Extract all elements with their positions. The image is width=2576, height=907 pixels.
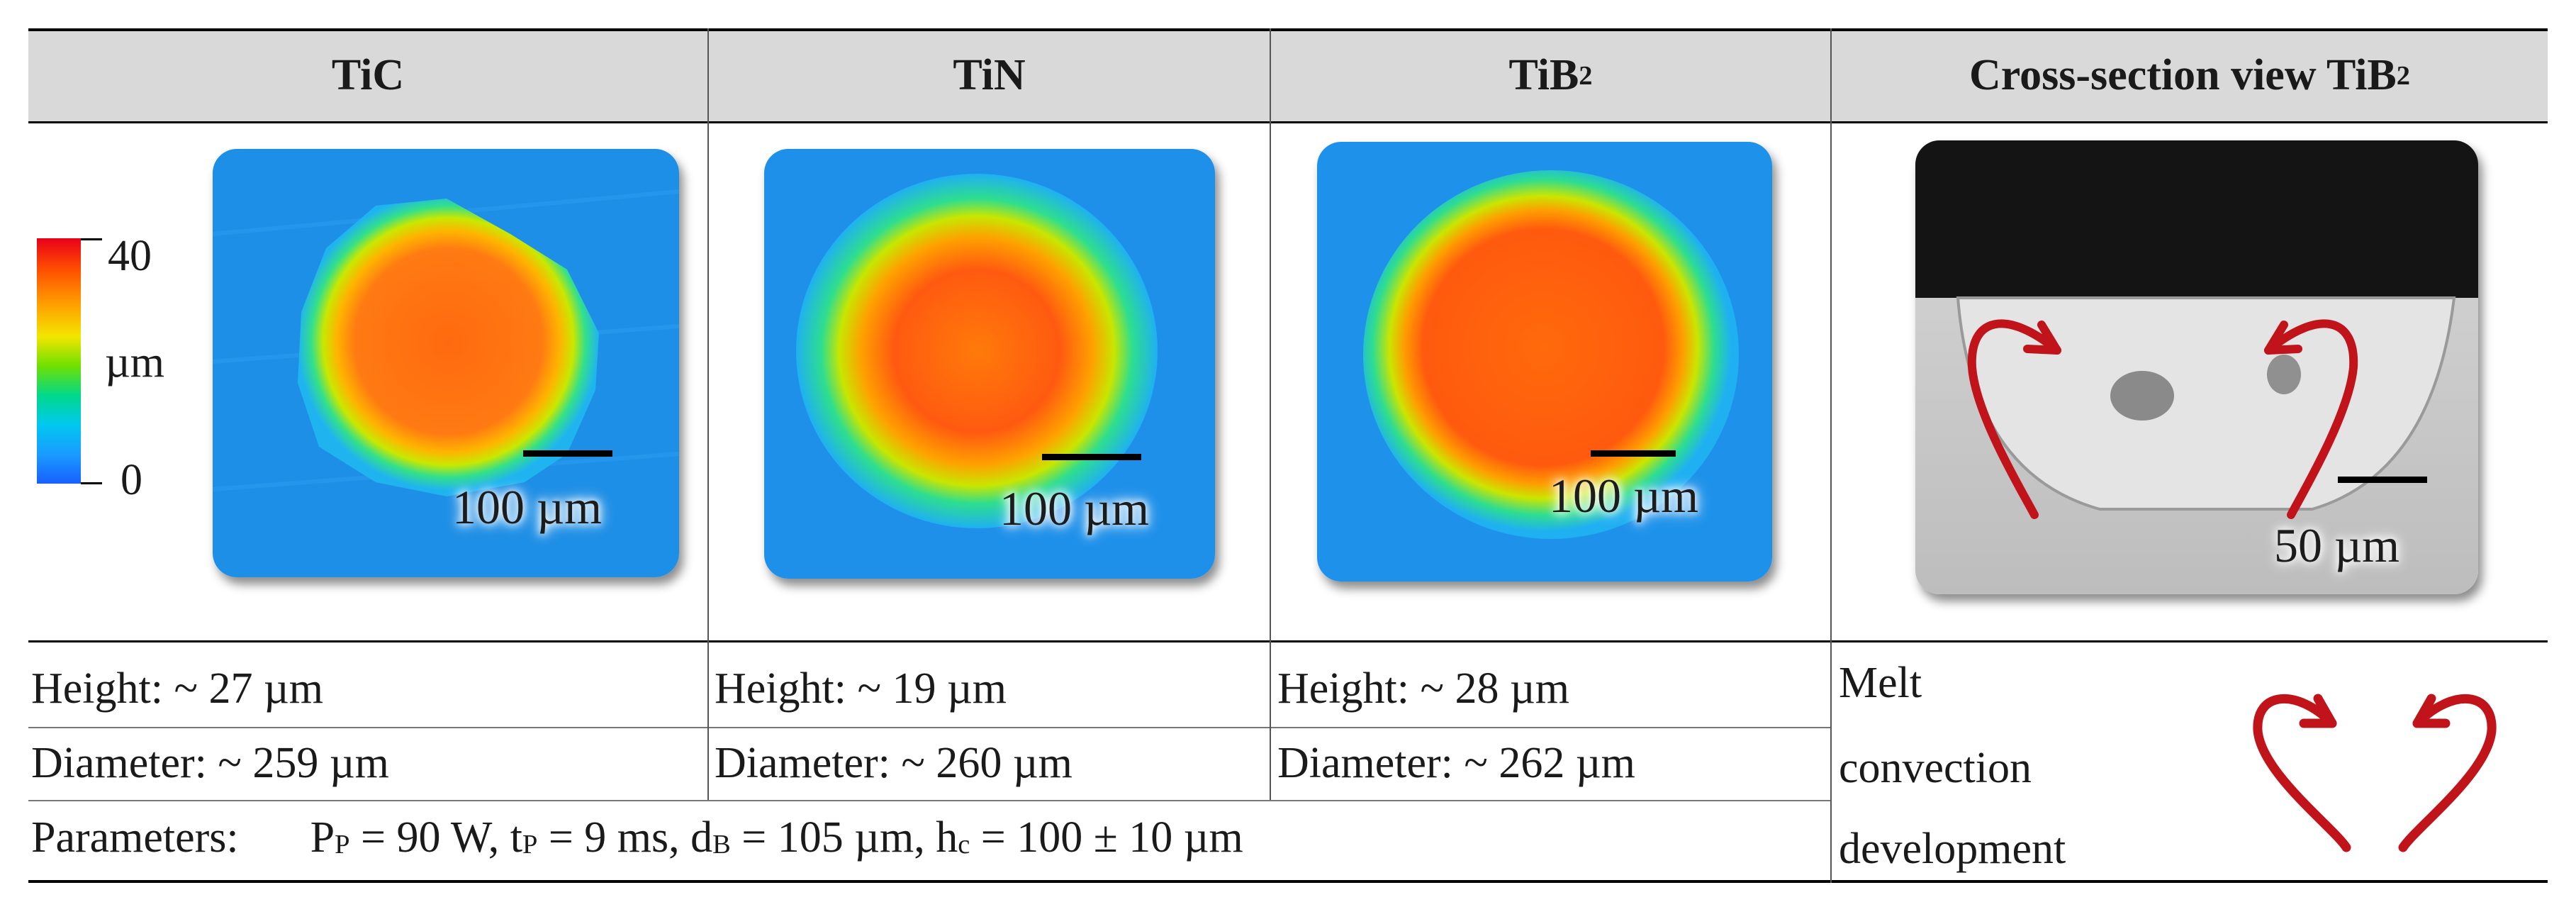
colorbar-min-label: 0 bbox=[121, 456, 142, 504]
param-pp-subscript: P bbox=[335, 829, 350, 859]
header-tin-text: TiN bbox=[953, 51, 1026, 99]
colorbar-tick-bottom bbox=[81, 482, 102, 484]
header-tib2-text: TiB bbox=[1508, 51, 1579, 99]
cross-section-scale-label: 50 µm bbox=[2274, 518, 2400, 572]
parameters-text: Parameters: PP = 90 W, tP = 9 ms, dB = 1… bbox=[31, 816, 1243, 859]
melt-convection-line1: Melt bbox=[1839, 659, 1922, 707]
tib2-scale-bar bbox=[1591, 450, 1676, 457]
tin-scale-bar bbox=[1042, 454, 1141, 460]
colorbar-tick-top bbox=[81, 238, 102, 240]
param-tp-symbol: t bbox=[510, 813, 522, 862]
param-tp-subscript: P bbox=[522, 829, 538, 859]
colorbar-max-label: 40 bbox=[108, 232, 152, 280]
header-cross-section-subscript: 2 bbox=[2396, 60, 2411, 91]
colorbar-unit-label: µm bbox=[105, 338, 164, 386]
cross-section-convection-arrows bbox=[1967, 319, 2358, 519]
tin-height: Height: ~ 19 µm bbox=[715, 664, 1007, 713]
header-tic: TiC bbox=[28, 28, 707, 123]
tin-diameter: Diameter: ~ 260 µm bbox=[715, 739, 1073, 787]
height-row-rule bbox=[28, 727, 1830, 728]
param-pp-value: = 90 W, bbox=[349, 813, 510, 862]
tib2-height-map-image bbox=[1317, 142, 1772, 582]
cross-section-scale-bar bbox=[2338, 477, 2427, 483]
tic-height-map-image bbox=[213, 149, 679, 577]
height-colorbar bbox=[37, 238, 81, 484]
tic-diameter: Diameter: ~ 259 µm bbox=[31, 739, 389, 787]
param-hc-symbol: h bbox=[936, 813, 958, 862]
header-cross-section-text: Cross-section view TiB bbox=[1969, 51, 2397, 99]
results-table: TiC TiN TiB 2 Cross-section view TiB 2 40 … bbox=[28, 28, 2548, 883]
bottom-rule bbox=[28, 880, 2548, 883]
tib2-diameter: Diameter: ~ 262 µm bbox=[1277, 739, 1635, 787]
tic-height-map bbox=[213, 149, 679, 577]
header-cross-section: Cross-section view TiB 2 bbox=[1832, 28, 2548, 123]
tic-height: Height: ~ 27 µm bbox=[31, 664, 323, 713]
cross-section-micrograph bbox=[1915, 140, 2478, 594]
image-row-bottom-rule bbox=[28, 640, 2548, 642]
tib2-scale-label: 100 µm bbox=[1549, 469, 1699, 523]
tin-height-map-image bbox=[764, 149, 1215, 579]
header-tib2: TiB 2 bbox=[1271, 28, 1830, 123]
column-divider-1 bbox=[707, 28, 709, 800]
column-divider-3 bbox=[1830, 28, 1832, 883]
tib2-height-map bbox=[1317, 142, 1772, 582]
tic-scale-label: 100 µm bbox=[452, 480, 603, 534]
param-hc-subscript: c bbox=[958, 829, 970, 859]
tic-scale-bar bbox=[523, 450, 612, 457]
melt-convection-arrows-icon bbox=[2253, 694, 2497, 852]
header-bottom-rule bbox=[28, 121, 2548, 123]
parameters-label: Parameters: bbox=[31, 813, 239, 862]
header-tic-text: TiC bbox=[331, 51, 405, 99]
param-db-subscript: B bbox=[712, 829, 731, 859]
top-rule bbox=[28, 28, 2548, 31]
melt-convection-line3: development bbox=[1839, 825, 2066, 873]
param-tp-value: = 9 ms, bbox=[537, 813, 691, 862]
param-pp-symbol: P bbox=[310, 813, 335, 862]
melt-convection-line2: convection bbox=[1839, 744, 2032, 792]
tib2-height: Height: ~ 28 µm bbox=[1277, 664, 1569, 713]
param-hc-value: = 100 ± 10 µm bbox=[970, 813, 1243, 862]
column-divider-2 bbox=[1270, 28, 1271, 800]
param-db-symbol: d bbox=[690, 813, 713, 862]
tin-height-map bbox=[764, 149, 1215, 579]
tib2-cross-section-image bbox=[1915, 140, 2478, 594]
tin-scale-label: 100 µm bbox=[999, 482, 1150, 535]
header-tin: TiN bbox=[709, 28, 1270, 123]
header-tib2-subscript: 2 bbox=[1579, 60, 1593, 91]
diameter-row-rule bbox=[28, 800, 1830, 801]
param-db-value: = 105 µm, bbox=[730, 813, 936, 862]
